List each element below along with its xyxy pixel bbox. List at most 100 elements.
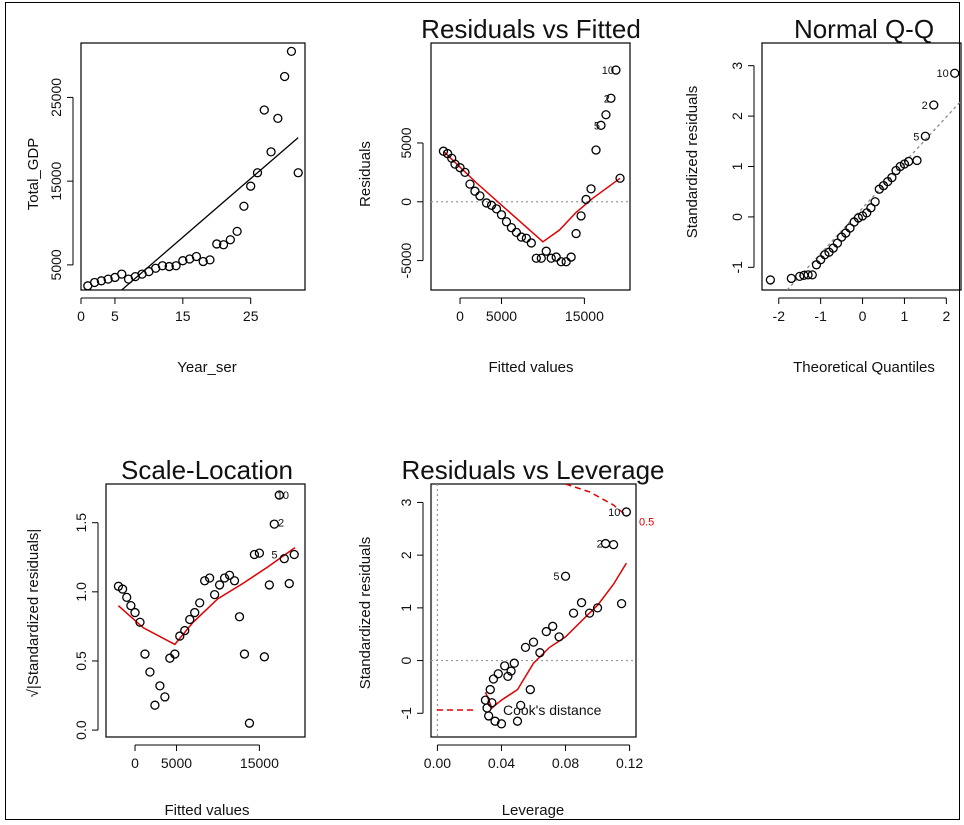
y-tick-label: 3 <box>729 62 745 70</box>
regression-fit-line <box>121 137 299 290</box>
panel4-xlabel: Fitted values <box>164 802 249 819</box>
data-point <box>541 626 551 637</box>
data-point <box>485 684 495 695</box>
y-tick-label: 0 <box>398 198 414 206</box>
data-point <box>601 110 611 120</box>
y-tick-label: -1 <box>398 707 414 720</box>
y-tick-label: 1.5 <box>73 513 89 533</box>
data-point <box>528 637 539 647</box>
data-point <box>832 238 843 248</box>
data-point <box>596 120 606 130</box>
y-tick-label: 0 <box>398 656 414 664</box>
data-point <box>198 256 208 267</box>
data-point <box>556 257 566 267</box>
data-point <box>526 238 536 248</box>
data-point <box>171 261 181 271</box>
data-point <box>293 168 303 178</box>
cooks-distance-level-label: 0.5 <box>639 517 654 529</box>
data-point <box>496 210 507 220</box>
plot-box <box>761 42 962 291</box>
data-point <box>259 105 269 115</box>
data-point <box>185 614 195 625</box>
data-point <box>475 191 485 201</box>
data-point <box>157 261 168 271</box>
data-point <box>520 642 531 653</box>
red-smoother-line <box>442 150 621 243</box>
data-point <box>170 649 180 659</box>
data-point <box>190 607 200 618</box>
data-point <box>96 276 107 286</box>
panel3-title: Normal Q-Q <box>794 14 934 44</box>
qq-reference-line <box>786 100 961 290</box>
y-tick-label: 25000 <box>48 78 64 117</box>
data-point <box>512 716 523 726</box>
data-point <box>912 155 922 166</box>
point-id-label: 5 <box>594 120 600 132</box>
data-point <box>191 251 202 262</box>
data-point <box>218 240 229 250</box>
y-tick-label: 1 <box>398 604 414 612</box>
data-point <box>521 233 532 243</box>
point-id-label: 5 <box>913 131 919 143</box>
point-id-label: 10 <box>602 65 614 77</box>
data-point <box>289 549 299 560</box>
data-point <box>145 667 155 677</box>
data-point <box>225 235 235 245</box>
point-id-label: 10 <box>936 68 948 80</box>
point-id-label: 5 <box>271 550 277 562</box>
data-point <box>122 592 132 603</box>
y-tick-label: 5000 <box>48 249 64 280</box>
data-point <box>920 131 931 141</box>
y-tick-label: 0.0 <box>73 720 89 740</box>
data-point <box>224 570 235 580</box>
data-point <box>204 573 215 583</box>
data-point <box>209 589 220 600</box>
data-point <box>126 601 136 611</box>
x-tick-label: 0.04 <box>488 755 515 771</box>
data-point <box>135 617 145 627</box>
data-point <box>244 718 255 728</box>
data-point <box>264 580 274 590</box>
data-point <box>178 256 188 266</box>
data-point <box>284 578 294 589</box>
x-tick-label: 15000 <box>565 308 604 324</box>
x-tick-label: 0 <box>77 308 85 324</box>
x-tick-label: 0.00 <box>424 755 451 771</box>
x-tick-label: 15000 <box>240 755 279 771</box>
plot-data-area <box>83 46 303 290</box>
panel1-xlabel: Year_ser <box>177 359 237 376</box>
x-tick-label: -2 <box>773 308 786 324</box>
data-point <box>117 269 127 279</box>
data-point <box>470 186 480 196</box>
y-tick-label: 1.0 <box>73 582 89 602</box>
data-point <box>234 612 245 622</box>
x-tick-label: 2 <box>942 308 950 324</box>
data-point <box>279 554 289 564</box>
data-point <box>506 666 516 676</box>
data-point <box>531 253 541 263</box>
data-point <box>581 194 591 205</box>
plot-data-area <box>438 65 625 267</box>
data-point <box>195 598 205 608</box>
y-tick-label: 2 <box>729 112 745 120</box>
x-tick-label: 5000 <box>486 308 517 324</box>
x-tick-label: 0 <box>456 308 464 324</box>
x-tick-label: 15 <box>175 308 191 324</box>
plot-box <box>105 483 306 738</box>
panel-normal-qq: Normal Q-Q Theoretical Quantiles Standar… <box>684 14 962 376</box>
data-point <box>488 674 499 684</box>
plot-data-area <box>113 490 299 728</box>
data-point <box>481 198 492 208</box>
data-point <box>576 211 586 221</box>
data-point <box>214 580 225 590</box>
data-point <box>140 649 150 659</box>
y-tick-label: 3 <box>398 498 414 506</box>
data-point <box>455 163 465 173</box>
point-id-label: 10 <box>277 490 289 502</box>
data-point <box>591 145 601 155</box>
data-point <box>816 255 826 265</box>
data-point <box>496 719 507 729</box>
data-point <box>509 658 519 668</box>
data-point <box>273 113 283 124</box>
